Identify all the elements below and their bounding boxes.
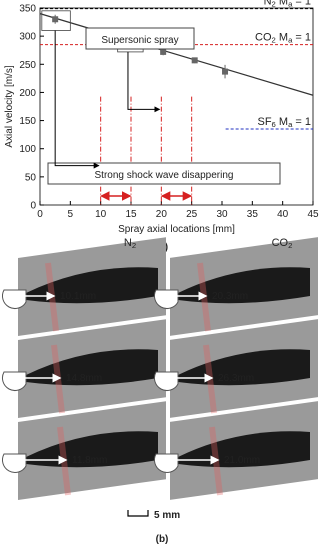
highlight-box [41,10,71,31]
subscript: a [288,0,293,9]
x-tick-label: 10 [95,209,107,220]
nozzle [1,453,27,474]
subscript: 6 [272,120,276,129]
label-part: CO [272,237,289,249]
x-tick-label: 40 [277,209,289,220]
nozzle [153,371,179,392]
label-part: = 1 [292,116,311,128]
data-point [191,57,198,64]
subscript: 2 [132,241,136,250]
label-part: M [276,116,288,128]
y-tick-label: 250 [19,60,36,71]
label: CO2 Ma = 1 [255,32,311,45]
subscript: a [288,120,293,129]
distance-label: 26.3mm [218,373,254,384]
data-point [52,16,59,23]
subscript: a [288,36,293,45]
subscript: 2 [272,0,276,9]
nozzle [1,289,27,310]
x-tick-label: 0 [37,209,43,220]
label-part: CO [255,32,272,44]
y-tick-label: 50 [25,172,37,183]
label-part: M [276,32,288,44]
distance-label: 20.3mm [212,291,248,302]
x-tick-label: 35 [247,209,259,220]
nozzle [153,289,179,310]
pointer-arrow [127,51,161,113]
x-tick-label: 45 [307,209,319,220]
x-tick-label: 20 [156,209,168,220]
label-part: = 1 [292,0,311,8]
panel-label: (b) [156,534,169,545]
y-tick-label: 200 [19,88,36,99]
subscript: 2 [288,241,292,250]
annotation-box [47,162,281,185]
data-point [160,48,167,55]
distance-label: 21.0mm [224,455,260,466]
x-tick-label: 30 [216,209,228,220]
label: N2 Ma = 1 [264,0,311,9]
annotation-box [85,27,195,50]
label-part: SF [257,116,271,128]
nozzle [153,453,179,474]
y-tick-label: 300 [19,32,36,43]
distance-label: 10.1mm [60,291,96,302]
label: CO2 [272,237,293,250]
scale-bar [127,510,149,517]
data-point [222,68,229,75]
label-part: M [276,0,288,8]
y-tick-label: 150 [19,116,36,127]
annotation: Strong shock wave disappering [95,170,234,181]
y-tick-label: 100 [19,144,36,155]
x-axis-label: Spray axial locations [mm] [118,224,235,235]
pointer-arrow [54,30,100,169]
label-part: N [124,237,132,249]
spray-plume [178,267,310,304]
spray-plume [26,267,158,304]
scale-label: 5 mm [154,510,180,521]
label: N2 [124,237,136,250]
nozzle [1,371,27,392]
fit-line [39,13,314,96]
subscript: 2 [272,36,276,45]
label-part: N [264,0,272,8]
label: SF6 Ma = 1 [257,116,311,129]
label-part: = 1 [292,32,311,44]
y-tick-label: 0 [30,201,36,212]
y-axis-label: Axial velocity [m/s] [4,65,15,147]
annotation: Supersonic spray [101,35,178,46]
distance-label: 14.8mm [66,373,102,384]
plot-frame [39,7,314,206]
distance-label: 11.8mm [72,455,107,466]
x-tick-label: 5 [68,209,74,220]
x-tick-label: 25 [186,209,198,220]
y-tick-label: 350 [19,4,36,15]
x-tick-label: 15 [125,209,137,220]
